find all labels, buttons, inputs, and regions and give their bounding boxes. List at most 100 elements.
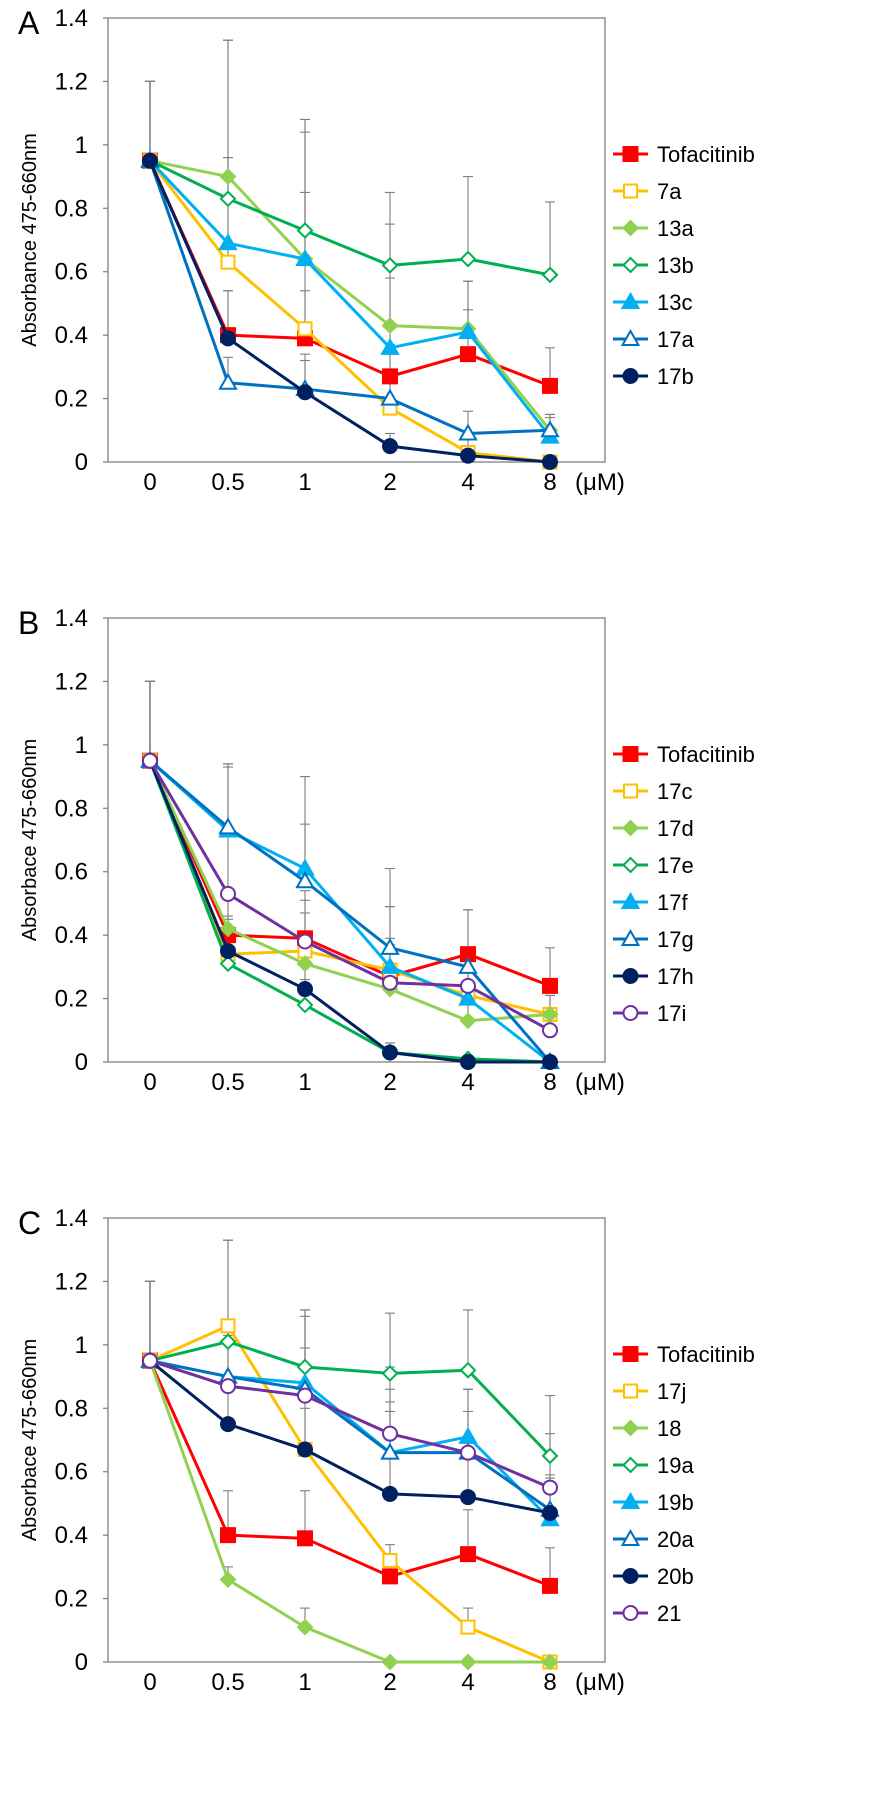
panel-c-ytick-1: 1 [75, 1332, 88, 1359]
panel-c-label: C [18, 1205, 41, 1241]
panel-c-legend-label-20b: 20b [657, 1564, 694, 1589]
panel-b-legend-label-tofacitinib: Tofacitinib [657, 742, 755, 767]
panel-b-legend-item-17g: 17g [613, 927, 694, 952]
panel-b-legend-label-17e: 17e [657, 853, 694, 878]
panel-a-point-13b-4 [459, 250, 477, 268]
panel-b-point-17i-4 [460, 977, 476, 994]
panel-b-legend-marker-17i [622, 1005, 639, 1021]
panel-c-point-18-3 [381, 1653, 399, 1671]
panel-c-point-20b-5 [542, 1504, 558, 1521]
panel-a-legend-item-13c: 13c [613, 290, 692, 315]
panel-a-ytick-0: 0 [75, 449, 88, 476]
panel-c-point-19b-4 [458, 1426, 478, 1444]
panel-c-series-21 [142, 1352, 558, 1496]
panel-b-legend-marker-17d [622, 819, 639, 837]
panel-b-ytick-1-4: 1.4 [55, 605, 88, 632]
panel-a-label: A [18, 5, 40, 41]
panel-b-point-17i-0 [142, 752, 158, 769]
panel-c-point-17j-1 [220, 1318, 236, 1334]
panel-c-point-19a-5 [541, 1447, 559, 1465]
panel-c-legend-marker-tofacitinib [622, 1346, 639, 1362]
panel-a-xtick-8: 8 [543, 469, 556, 496]
panel-a-legend-label-17a: 17a [657, 327, 694, 352]
panel-a-point-13b-3 [381, 256, 399, 274]
panel-a-line-17a [148, 160, 551, 435]
panel-b-point-17i-5 [542, 1022, 558, 1039]
panel-a-line-tofacitinib [148, 160, 551, 388]
panel-a-legend-label-17b: 17b [657, 364, 694, 389]
panel-b-legend-label-17c: 17c [657, 779, 692, 804]
panel-a-point-13a-3 [381, 317, 399, 335]
panel-c-point-17j-4 [460, 1619, 476, 1635]
panel-a-point-13c-1 [218, 233, 238, 251]
panel-c-point-20b-4 [460, 1489, 476, 1506]
panel-c-legend-item-21: 21 [613, 1601, 681, 1626]
panel-c-legend-label-tofacitinib: Tofacitinib [657, 1342, 755, 1367]
panel-a-legend-item-17a: 17a [613, 327, 694, 352]
panel-c-ylabel: Absorbace 475-660nm [19, 1339, 41, 1541]
panel-a-legend: Tofacitinib 7a 13a 13b 13c 17a 17b [613, 142, 755, 389]
panel-b-point-17g-2 [295, 871, 315, 889]
panel-b-legend-item-17c: 17c [613, 779, 692, 804]
panel-c-legend-marker-20a [620, 1528, 641, 1546]
panel-b-legend-item-17h: 17h [613, 964, 694, 989]
panel-b-line-tofacitinib [148, 760, 551, 988]
panel-a-ytick-1-4: 1.4 [55, 5, 88, 32]
panel-c-point-tofacitinib-4 [460, 1546, 476, 1563]
panel-c-point-tofacitinib-1 [220, 1527, 236, 1544]
panel-b-point-17g-1 [218, 817, 238, 835]
panel-c-ytick-1-4: 1.4 [55, 1205, 88, 1232]
panel-c-legend-label-19b: 19b [657, 1490, 694, 1515]
panel-b-legend-marker-17c [623, 783, 638, 799]
panel-a-point-17a-5 [540, 420, 560, 438]
panel-c-legend-label-20a: 20a [657, 1527, 694, 1552]
panel-b-xtick-2: 2 [383, 1069, 396, 1096]
panel-b-ytick-1: 1 [75, 732, 88, 759]
panel-a-point-13c-3 [380, 337, 400, 355]
panel-c-xunit: (μM) [575, 1669, 625, 1696]
panel-a-line-13b [149, 159, 551, 277]
panel-b-point-17h-4 [460, 1054, 476, 1070]
panel-a-legend-marker-13b [622, 256, 639, 274]
panel-b-legend-marker-17h [622, 968, 639, 984]
panel-c-line-17j [149, 1324, 551, 1664]
panel-c-point-19a-3 [381, 1364, 399, 1382]
panel-a-errorbars [145, 39, 555, 462]
panel-c-point-17j-3 [382, 1553, 398, 1569]
panel-c-legend-marker-20b [622, 1568, 639, 1584]
panel-c-point-20b-1 [220, 1416, 236, 1433]
panel-c-xtick-2: 2 [383, 1669, 396, 1696]
panel-b-legend-item-17f: 17f [613, 890, 688, 915]
panel-c-legend-label-18: 18 [657, 1416, 681, 1441]
panel-c-legend-label-21: 21 [657, 1601, 681, 1626]
panel-c-point-18-5 [541, 1653, 559, 1671]
panel-a-xunit: (μM) [575, 469, 625, 496]
panel-a-line-13a [149, 159, 552, 432]
panel-b-point-17h-1 [220, 943, 236, 959]
panel-b-legend-marker-17e [622, 856, 639, 874]
panel-b-ylabel: Absorbace 475-660nm [19, 739, 41, 941]
panel-c-point-18-2 [296, 1618, 314, 1636]
chart-panel-b: B 0 0.2 0.4 0.6 0.8 1 1.2 1.4 Absorbace 475-660nm… [18, 605, 755, 1096]
panel-c-legend-marker-21 [622, 1605, 639, 1621]
panel-b-ytick-1-2: 1.2 [55, 668, 88, 695]
panel-c-legend-item-tofacitinib: Tofacitinib [613, 1342, 755, 1367]
panel-c-ytick-0-4: 0.4 [55, 1522, 88, 1549]
panel-a-legend-label-13c: 13c [657, 290, 692, 315]
panel-c-point-21-2 [297, 1387, 313, 1404]
panel-a-legend-marker-tofacitinib [622, 146, 639, 162]
panel-c-xtick-0-5: 0.5 [211, 1669, 244, 1696]
panel-b-line-17h [148, 760, 550, 1064]
panel-b-line-17g [149, 759, 552, 1063]
panel-c-line-19a [149, 1340, 552, 1457]
panel-c-line-tofacitinib [148, 1360, 551, 1588]
panel-c-point-20b-2 [297, 1441, 313, 1458]
chart-panel-a: A 0 0.2 0.4 0.6 0.8 1 1.2 1.4 Absorbance 475-660n… [18, 5, 755, 496]
panel-b-line-17e [148, 760, 551, 1064]
panel-b-ytick-0-4: 0.4 [55, 922, 88, 949]
panel-c-legend-item-18: 18 [613, 1416, 681, 1441]
panel-c-legend-item-17j: 17j [613, 1379, 686, 1404]
panel-b-xtick-4: 4 [461, 1069, 474, 1096]
panel-c-errorbars [145, 1239, 555, 1662]
panel-c-series-18 [141, 1352, 559, 1671]
